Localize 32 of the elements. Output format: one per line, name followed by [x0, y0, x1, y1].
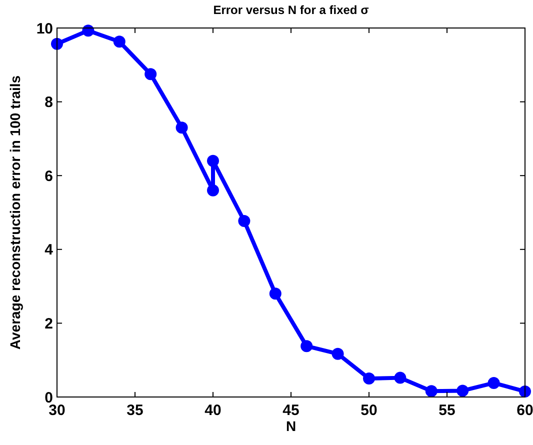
point [363, 372, 375, 385]
x-tick-label: 55 [438, 402, 456, 419]
chart-title: Error versus N for a fixed σ [213, 3, 369, 17]
point [51, 38, 63, 50]
x-tick-label: 60 [516, 402, 533, 419]
point [269, 288, 282, 300]
y-axis-title: Average reconstruction error in 100 trails [7, 75, 23, 350]
point [425, 385, 438, 398]
x-tick-label: 30 [48, 402, 66, 419]
x-tick-label: 50 [360, 402, 378, 419]
point [238, 214, 250, 227]
point [519, 385, 531, 398]
y-tick-label: 2 [44, 315, 53, 332]
point [207, 154, 219, 167]
y-tick-label: 8 [44, 94, 53, 112]
y-tick-label: 6 [44, 168, 53, 185]
x-tick-label: 35 [126, 402, 144, 419]
point [207, 184, 219, 196]
point [488, 376, 500, 389]
x-axis-title: N [286, 418, 296, 434]
point [300, 340, 313, 352]
x-tick-label: 40 [204, 402, 222, 419]
point [113, 36, 126, 48]
point [144, 68, 157, 80]
y-tick-label: 4 [44, 242, 54, 259]
point [456, 384, 469, 397]
point [394, 372, 406, 384]
y-tick-label: 10 [36, 20, 53, 38]
point [176, 122, 188, 134]
x-tick-label: 45 [282, 402, 300, 419]
point [332, 348, 344, 360]
point [82, 24, 94, 37]
